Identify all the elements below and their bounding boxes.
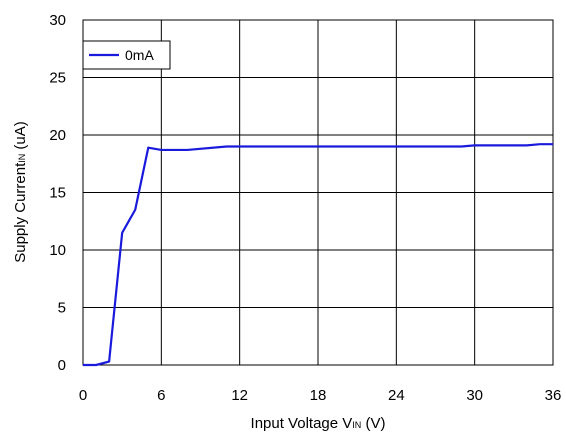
- x-axis-label-main: Input Voltage V: [251, 415, 353, 432]
- x-tick-label: 12: [231, 387, 248, 404]
- x-axis-label-sub: IN: [352, 420, 361, 430]
- y-tick-label: 0: [58, 357, 66, 374]
- x-tick-label: 18: [310, 387, 327, 404]
- y-axis-label-sub: IN: [17, 154, 27, 163]
- legend: 0mA: [82, 40, 171, 70]
- y-tick-label: 30: [49, 12, 66, 29]
- y-axis-label-unit: (uA): [12, 121, 29, 154]
- x-tick-label: 6: [157, 387, 165, 404]
- grid-lines: [83, 20, 553, 365]
- series-lines: [83, 143, 553, 367]
- x-axis-label-unit: (V): [361, 415, 385, 432]
- y-tick-label: 10: [49, 242, 66, 259]
- y-tick-label: 5: [58, 300, 66, 317]
- y-tick-label: 20: [49, 127, 66, 144]
- x-tick-label: 30: [466, 387, 483, 404]
- plot-frame: [82, 19, 554, 366]
- y-tick-labels: 0 5 10 15 20 25 30: [49, 12, 66, 374]
- y-tick-label: 25: [49, 70, 66, 87]
- legend-label-0mA: 0mA: [125, 47, 154, 63]
- x-tick-label: 0: [79, 387, 87, 404]
- x-tick-label: 36: [545, 387, 562, 404]
- x-tick-label: 24: [388, 387, 405, 404]
- series-line-0: [83, 143, 553, 367]
- y-axis-label: Supply CurrentIN (uA): [12, 121, 29, 263]
- y-axis-label-main: Supply Current: [12, 162, 29, 263]
- y-tick-label: 15: [49, 185, 66, 202]
- x-tick-labels: 0 6 12 18 24 30 36: [79, 387, 562, 404]
- x-axis-label: Input Voltage VIN (V): [251, 415, 386, 432]
